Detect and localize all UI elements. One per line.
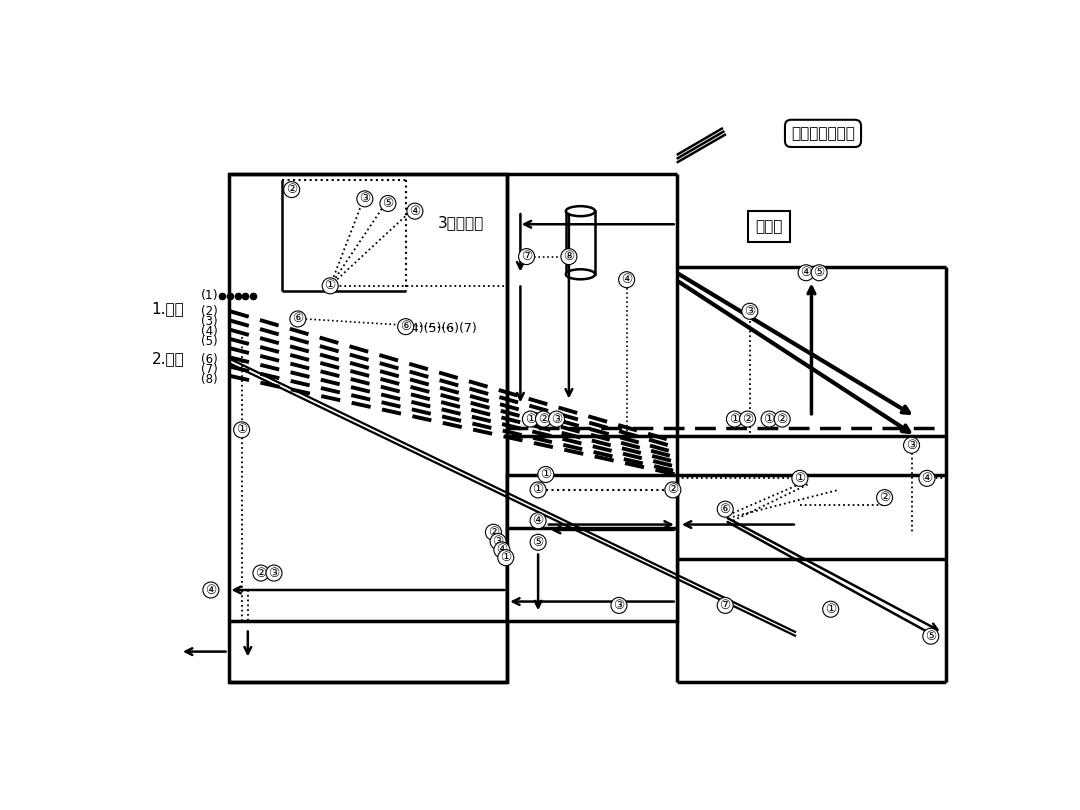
- Text: ①: ①: [540, 468, 552, 481]
- Text: ③: ③: [268, 566, 280, 580]
- Bar: [508, 475, 677, 620]
- Text: ①: ①: [325, 279, 336, 292]
- Text: ⑥: ⑥: [719, 503, 731, 516]
- Text: (5): (5): [201, 335, 217, 347]
- Text: ⑧: ⑧: [564, 250, 575, 263]
- Text: ③: ③: [551, 412, 563, 425]
- Text: ③: ③: [744, 305, 756, 318]
- Text: ④: ④: [497, 544, 508, 556]
- Text: ①: ①: [825, 603, 836, 616]
- Text: ①: ①: [500, 551, 512, 564]
- Text: 冷水要装总开关: 冷水要装总开关: [791, 126, 855, 141]
- Text: ①: ①: [532, 484, 543, 497]
- Text: ⑤: ⑤: [382, 197, 393, 210]
- Text: ②: ②: [255, 566, 267, 580]
- Text: ②: ②: [286, 183, 297, 196]
- Text: ⑤: ⑤: [532, 535, 543, 548]
- Ellipse shape: [566, 207, 595, 216]
- Text: ⑥: ⑥: [293, 313, 303, 326]
- Text: (1): (1): [201, 289, 218, 302]
- Text: ⑤: ⑤: [926, 629, 936, 642]
- Bar: [566, 211, 595, 275]
- Text: ④: ④: [409, 205, 420, 218]
- Text: ④: ④: [800, 266, 812, 279]
- Text: ④: ④: [621, 273, 632, 286]
- Text: ②: ②: [667, 484, 678, 497]
- Text: ③: ③: [492, 535, 503, 548]
- Text: ③: ③: [906, 439, 917, 452]
- Text: (8): (8): [201, 373, 217, 386]
- Text: ⑦: ⑦: [719, 599, 731, 612]
- Text: 2.弱电: 2.弱电: [151, 352, 185, 366]
- Text: (4): (4): [201, 325, 217, 338]
- Text: ④: ④: [205, 583, 216, 596]
- Text: ③: ③: [613, 599, 624, 612]
- Text: (4)(5)(6)(7): (4)(5)(6)(7): [407, 322, 478, 335]
- Text: ①: ①: [794, 472, 806, 485]
- Text: ①: ①: [764, 412, 774, 425]
- Text: ④: ④: [921, 472, 932, 485]
- Bar: [229, 174, 508, 682]
- Text: ⑤: ⑤: [813, 266, 825, 279]
- Text: ①: ①: [729, 412, 740, 425]
- Text: ②: ②: [538, 412, 549, 425]
- Text: ①: ①: [237, 424, 247, 437]
- Text: 1.强电: 1.强电: [151, 301, 185, 317]
- Text: (3): (3): [201, 315, 217, 328]
- Text: (6): (6): [201, 352, 217, 365]
- Text: ②: ②: [777, 412, 787, 425]
- Text: ⑥: ⑥: [400, 320, 411, 333]
- Text: 空气能: 空气能: [755, 219, 783, 234]
- Text: ②: ②: [879, 491, 890, 504]
- Ellipse shape: [566, 269, 595, 279]
- Text: 3、冷热水: 3、冷热水: [438, 215, 484, 230]
- Text: ⑦: ⑦: [521, 250, 532, 263]
- Text: (7): (7): [201, 363, 217, 376]
- Text: ④: ④: [532, 514, 543, 527]
- Text: ③: ③: [360, 192, 370, 206]
- Text: (2): (2): [201, 305, 217, 318]
- Text: ②: ②: [488, 526, 499, 539]
- Text: ②: ②: [742, 412, 753, 425]
- Text: ①: ①: [525, 412, 536, 425]
